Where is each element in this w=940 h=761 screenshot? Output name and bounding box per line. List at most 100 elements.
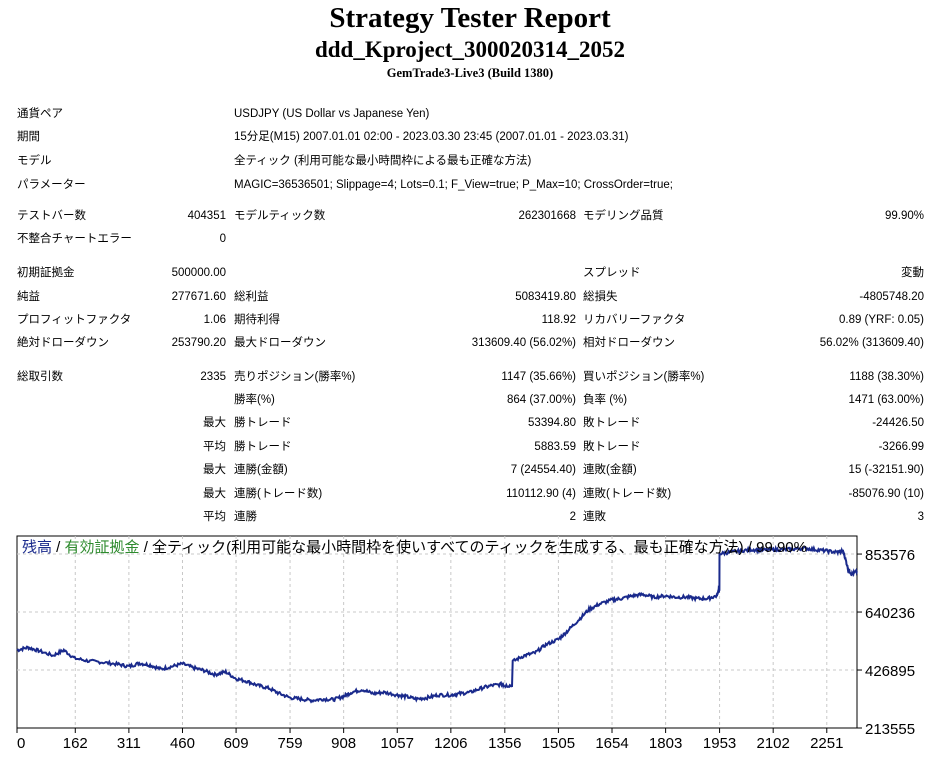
max-cons-loss-label: 連敗(金額) xyxy=(583,464,637,476)
legend-balance: 残高 xyxy=(22,539,53,556)
avg-cons-loss-label: 連敗 xyxy=(583,511,606,523)
short-label: 売りポジション(勝率%) xyxy=(234,371,356,383)
avg-loss-value: -3266.99 xyxy=(878,441,924,453)
server-build: GemTrade3-Live3 (Build 1380) xyxy=(386,66,554,80)
quality-label: モデリング品質 xyxy=(583,210,664,222)
avg-cons-win-label: 連勝 xyxy=(234,511,257,523)
report-title: Strategy Tester Report xyxy=(329,2,611,34)
largest-win-value: 53394.80 xyxy=(528,417,576,429)
y-tick-label: 426895 xyxy=(865,663,915,680)
x-tick-label: 908 xyxy=(331,735,356,752)
quality-value: 99.90% xyxy=(884,210,924,222)
max-cons-profit-value: 110112.90 (4) xyxy=(506,488,576,500)
long-label: 買いポジション(勝率%) xyxy=(583,371,705,383)
max-cons-win-value: 7 (24554.40) xyxy=(510,464,576,476)
period-label: 期間 xyxy=(17,131,40,143)
legend-equity: 有効証拠金 xyxy=(64,539,140,556)
max-cons-win-label: 連勝(金額) xyxy=(234,464,288,476)
avg-loss-label: 敗トレード xyxy=(583,441,641,453)
largest-loss-value: -24426.50 xyxy=(872,417,924,429)
expected-value: 118.92 xyxy=(541,314,576,326)
loss-pct-value: 1471 (63.00%) xyxy=(848,394,924,406)
chart-legend: 残高 / 有効証拠金 / 全ティック(利用可能な最小時間枠を使いすべてのティック… xyxy=(22,539,807,557)
symbol-label: 通貨ペア xyxy=(17,108,63,120)
max-cons2-prefix: 最大 xyxy=(203,488,226,500)
short-value: 1147 (35.66%) xyxy=(501,371,576,383)
average-prefix: 平均 xyxy=(203,441,226,453)
balance-line xyxy=(16,544,858,704)
largest-win-label: 勝トレード xyxy=(234,417,292,429)
total-trades-label: 総取引数 xyxy=(17,371,63,383)
max-cons-lossamt-label: 連敗(トレード数) xyxy=(583,488,672,500)
x-tick-label: 1206 xyxy=(434,735,467,752)
net-value: 277671.60 xyxy=(171,291,226,303)
x-tick-label: 1505 xyxy=(542,735,575,752)
x-tick-label: 311 xyxy=(117,735,141,752)
gross-profit-value: 5083419.80 xyxy=(515,291,576,303)
max-dd-value: 313609.40 (56.02%) xyxy=(471,337,576,349)
x-tick-label: 1953 xyxy=(703,735,736,752)
x-tick-label: 0 xyxy=(17,735,25,752)
recovery-value: 0.89 (YRF: 0.05) xyxy=(838,314,924,326)
balance-chart: 0 162 311 460 609 759 908 1057 1206 1356 1505 1654 1… xyxy=(0,528,940,761)
x-tick-label: 759 xyxy=(278,735,303,752)
max-cons-lossamt-value: -85076.90 (10) xyxy=(848,488,924,500)
model-label: モデル xyxy=(17,155,52,167)
spread-label: スプレッド xyxy=(583,267,641,279)
avg-cons-prefix: 平均 xyxy=(203,511,226,523)
x-tick-label: 162 xyxy=(63,735,88,752)
max-cons-profit-label: 連勝(トレード数) xyxy=(234,488,323,500)
max-cons-loss-value: 15 (-32151.90) xyxy=(848,464,924,476)
deposit-value: 500000.00 xyxy=(171,267,226,279)
largest-prefix: 最大 xyxy=(203,417,226,429)
x-tick-label: 1356 xyxy=(488,735,521,752)
report-subtitle: ddd_Kproject_300020314_2052 xyxy=(314,37,626,62)
gross-profit-label: 総利益 xyxy=(234,291,269,303)
legend-description: / 全ティック(利用可能な最小時間枠を使いすべてのティックを生成する、最も正確な… xyxy=(139,539,807,556)
x-tick-label: 2251 xyxy=(810,735,843,752)
rel-dd-label: 相対ドローダウン xyxy=(583,337,675,349)
expected-label: 期待利得 xyxy=(234,314,280,326)
plot-frame xyxy=(16,535,858,729)
spread-value: 変動 xyxy=(901,267,924,279)
abs-dd-label: 絶対ドローダウン xyxy=(17,337,109,349)
rel-dd-value: 56.02% (313609.40) xyxy=(819,337,924,349)
x-tick-label: 1803 xyxy=(649,735,682,752)
y-tick-label: 640236 xyxy=(865,605,915,622)
total-trades-value: 2335 xyxy=(200,371,226,383)
pf-label: プロフィットファクタ xyxy=(17,314,132,326)
params-value: MAGIC=36536501; Slippage=4; Lots=0.1; F_… xyxy=(234,179,673,191)
win-pct-label: 勝率(%) xyxy=(234,394,275,406)
ticks-value: 262301668 xyxy=(518,210,576,222)
max-dd-label: 最大ドローダウン xyxy=(234,337,326,349)
recovery-label: リカバリーファクタ xyxy=(583,314,686,326)
x-tick-label: 1057 xyxy=(381,735,414,752)
gross-loss-label: 総損失 xyxy=(583,291,618,303)
avg-win-value: 5883.59 xyxy=(534,441,576,453)
loss-pct-label: 負率 (%) xyxy=(583,394,628,406)
x-tick-label: 2102 xyxy=(756,735,789,752)
net-label: 純益 xyxy=(17,291,40,303)
max-cons-prefix: 最大 xyxy=(203,464,226,476)
deposit-label: 初期証拠金 xyxy=(17,267,75,279)
avg-cons-loss-value: 3 xyxy=(917,511,924,523)
period-value: 15分足(M15) 2007.01.01 02:00 - 2023.03.30 … xyxy=(234,131,629,143)
ticks-label: モデルティック数 xyxy=(234,210,326,222)
pf-value: 1.06 xyxy=(203,314,226,326)
x-tick-label: 1654 xyxy=(595,735,628,752)
avg-cons-win-value: 2 xyxy=(569,511,576,523)
y-tick-label: 213555 xyxy=(865,721,915,738)
mismatch-value: 0 xyxy=(219,233,226,245)
bars-value: 404351 xyxy=(187,210,226,222)
chart-canvas: 0 162 311 460 609 759 908 1057 1206 1356 1505 1654 1… xyxy=(16,535,915,752)
model-value: 全ティック (利用可能な最小時間枠による最も正確な方法) xyxy=(234,155,532,167)
symbol-value: USDJPY (US Dollar vs Japanese Yen) xyxy=(234,108,430,120)
legend-separator: / xyxy=(52,539,65,556)
y-tick-label: 853576 xyxy=(865,547,915,564)
x-tick-label: 460 xyxy=(170,735,195,752)
win-pct-value: 864 (37.00%) xyxy=(506,394,576,406)
gross-loss-value: -4805748.20 xyxy=(859,291,924,303)
avg-win-label: 勝トレード xyxy=(234,441,292,453)
x-tick-label: 609 xyxy=(224,735,249,752)
abs-dd-value: 253790.20 xyxy=(171,337,226,349)
